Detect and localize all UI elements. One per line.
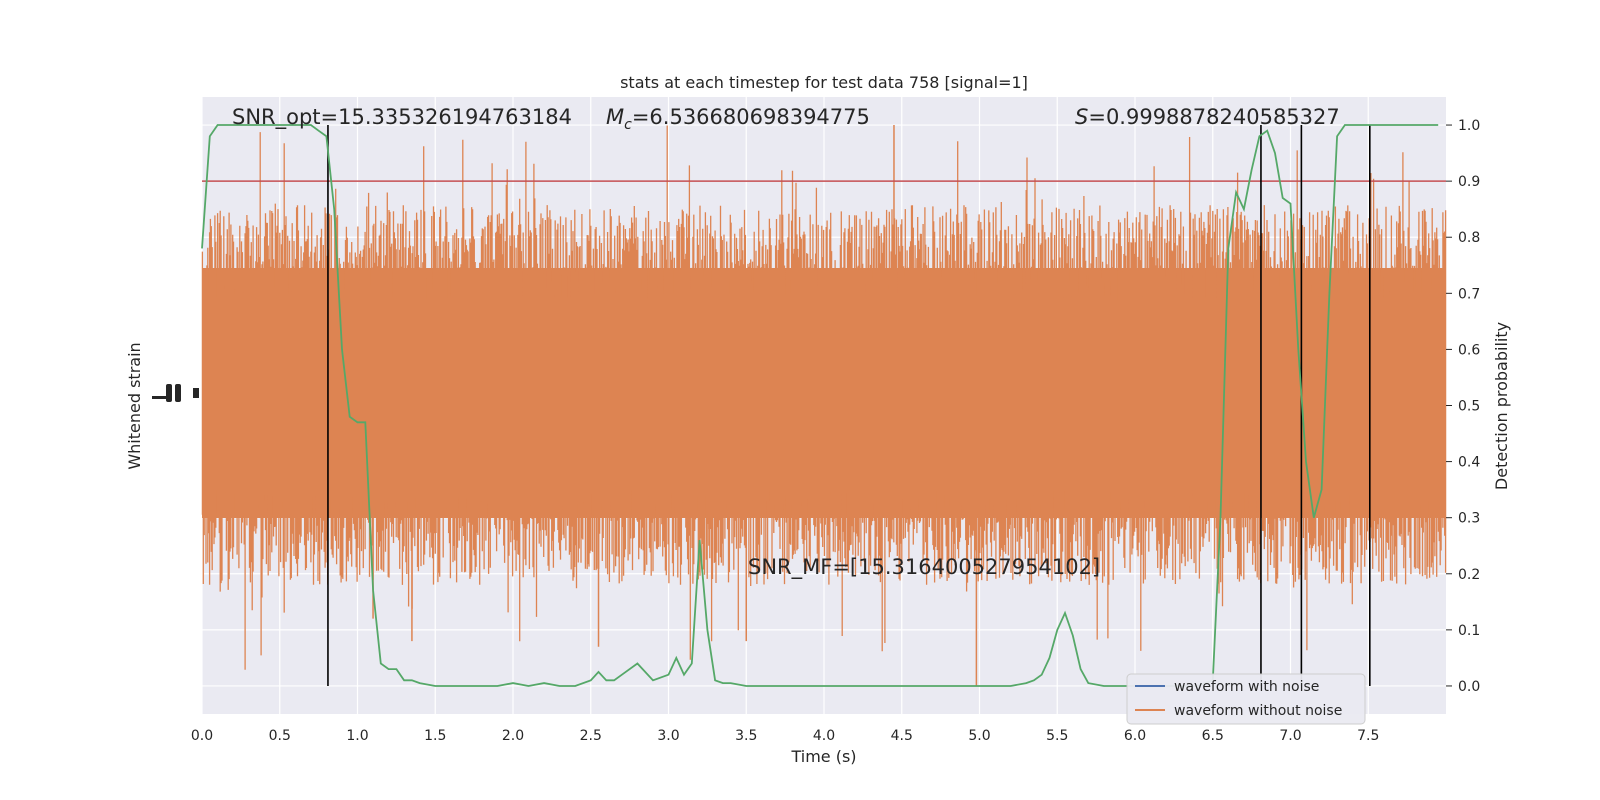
legend-box — [1126, 673, 1366, 725]
y-tick-label: 0.6 — [1458, 342, 1480, 358]
x-tick-label: 7.0 — [1279, 728, 1301, 744]
x-tick-label: 6.5 — [1202, 728, 1224, 744]
y-tick-label: 0.4 — [1458, 455, 1480, 471]
x-tick-label: 0.0 — [191, 728, 213, 744]
y-tick-labels: 0.0 0.1 0.2 0.3 0.4 0.5 0.6 0.7 0.8 0.9 1.0 — [1446, 118, 1480, 695]
y-tick-label: 0.5 — [1458, 399, 1480, 415]
x-tick-label: 6.0 — [1124, 728, 1146, 744]
strain-trace — [201, 125, 1447, 686]
x-tick-label: 2.5 — [580, 728, 602, 744]
y-tick-label: 0.3 — [1458, 511, 1480, 527]
x-tick-label: 0.5 — [269, 728, 291, 744]
x-tick-label: 3.0 — [657, 728, 679, 744]
y-tick-label: 0.8 — [1458, 230, 1480, 246]
y-axis-label-right: Detection probability — [1492, 322, 1511, 490]
x-tick-labels: 0.0 0.5 1.0 1.5 2.0 2.5 3.0 3.5 4.0 4.5 5.0 5.5 6.0 6… — [191, 728, 1380, 744]
y-tick-label: 0.2 — [1458, 567, 1480, 583]
x-tick-label: 7.5 — [1357, 728, 1379, 744]
detection-statistic-annotation: S=0.9998878240585327 — [1075, 105, 1340, 129]
y-tick-label: 0.9 — [1458, 174, 1480, 190]
legend-label-noise: waveform with noise — [1174, 679, 1319, 695]
x-tick-label: 4.0 — [813, 728, 835, 744]
y-tick-label: 0.0 — [1458, 679, 1480, 695]
x-tick-label: 4.5 — [891, 728, 913, 744]
y-tick-label: 0.7 — [1458, 286, 1480, 302]
x-tick-label: 2.0 — [502, 728, 524, 744]
x-axis-label: Time (s) — [790, 747, 856, 766]
probability-line — [201, 124, 1439, 687]
x-tick-label: 1.5 — [424, 728, 446, 744]
x-tick-label: 3.5 — [735, 728, 757, 744]
legend-label-clean: waveform without noise — [1174, 703, 1342, 719]
x-tick-label: 1.0 — [346, 728, 368, 744]
y-tick-label: 1.0 — [1458, 118, 1480, 134]
left-axis-residue — [152, 384, 199, 402]
snr-opt-annotation: SNR_opt=15.335326194763184 — [232, 105, 572, 130]
legend: waveform with noise waveform without noi… — [1126, 673, 1366, 725]
x-tick-label: 5.0 — [968, 728, 990, 744]
strain-path — [201, 125, 1447, 670]
snr-mf-annotation: SNR_MF=[15.316400527954102] — [748, 555, 1100, 580]
x-tick-label: 5.5 — [1046, 728, 1068, 744]
chart-title: stats at each timestep for test data 758… — [620, 73, 1028, 92]
y-axis-label-left: Whitened strain — [125, 342, 144, 469]
y-tick-label: 0.1 — [1458, 623, 1480, 639]
chirp-mass-annotation: Mc=6.536680698394775 — [606, 105, 870, 133]
